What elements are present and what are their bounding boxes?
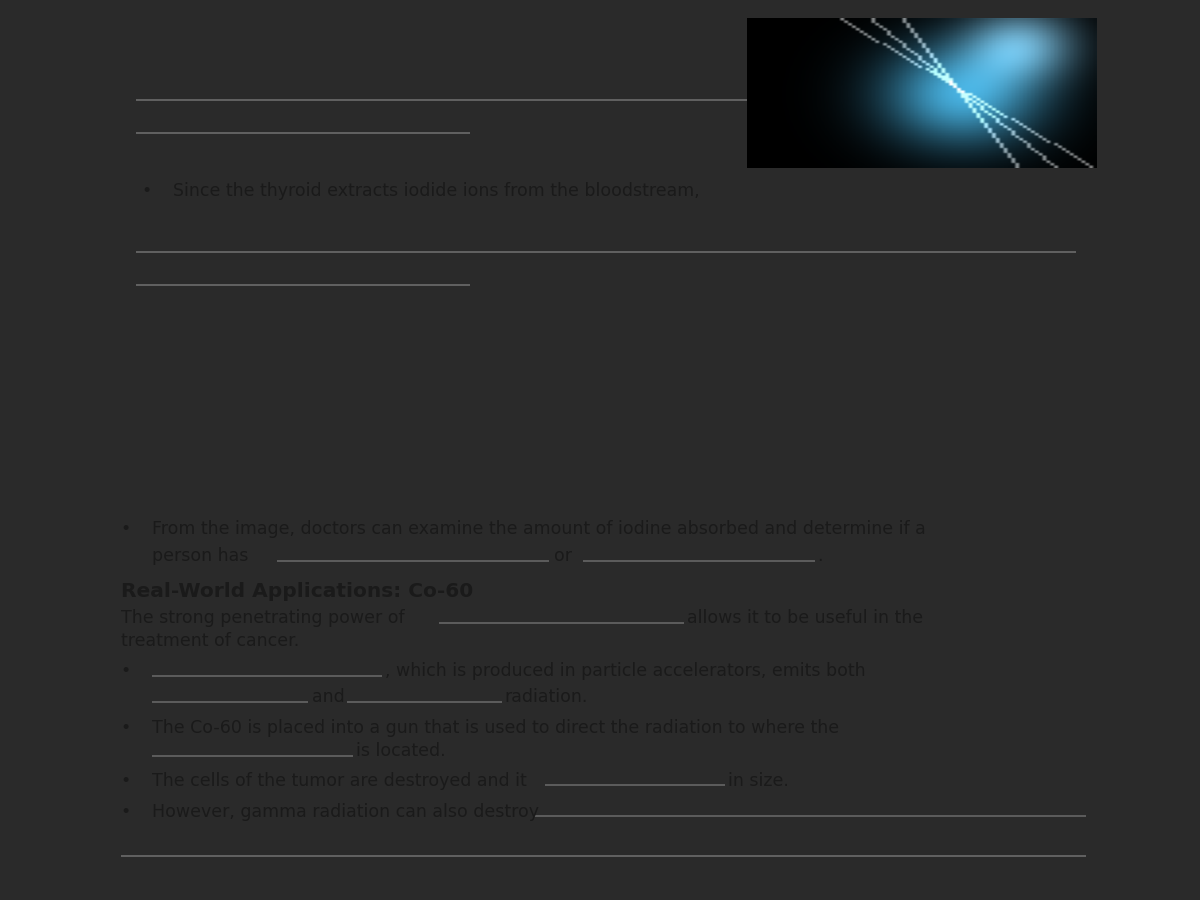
- Text: treatment of cancer.: treatment of cancer.: [120, 633, 299, 651]
- Text: However, gamma radiation can also destroy: However, gamma radiation can also destro…: [152, 803, 539, 821]
- Text: and: and: [312, 688, 344, 706]
- Text: The Co-60 is placed into a gun that is used to direct the radiation to where the: The Co-60 is placed into a gun that is u…: [152, 719, 839, 737]
- Text: Real-World Applications: Co-60: Real-World Applications: Co-60: [120, 581, 473, 600]
- Text: •: •: [120, 803, 131, 821]
- Text: Since the thyroid extracts iodide ions from the bloodstream,: Since the thyroid extracts iodide ions f…: [173, 182, 700, 200]
- Text: person has: person has: [152, 547, 248, 565]
- Text: , which is produced in particle accelerators, emits both: , which is produced in particle accelera…: [385, 662, 865, 680]
- Text: The cells of the tumor are destroyed and it: The cells of the tumor are destroyed and…: [152, 771, 527, 789]
- Text: The strong penetrating power of: The strong penetrating power of: [120, 609, 404, 627]
- Bar: [746, 18, 1097, 167]
- Text: •: •: [142, 182, 151, 200]
- Text: allows it to be useful in the: allows it to be useful in the: [688, 609, 924, 627]
- Text: or: or: [554, 547, 572, 565]
- Text: •: •: [120, 771, 131, 789]
- Text: •: •: [120, 520, 131, 538]
- Text: •: •: [120, 719, 131, 737]
- Text: in size.: in size.: [728, 771, 790, 789]
- Text: From the image, doctors can examine the amount of iodine absorbed and determine : From the image, doctors can examine the …: [152, 520, 925, 538]
- Text: •: •: [120, 662, 131, 680]
- Text: is located.: is located.: [356, 742, 446, 760]
- Text: radiation.: radiation.: [505, 688, 588, 706]
- Text: .: .: [817, 547, 822, 565]
